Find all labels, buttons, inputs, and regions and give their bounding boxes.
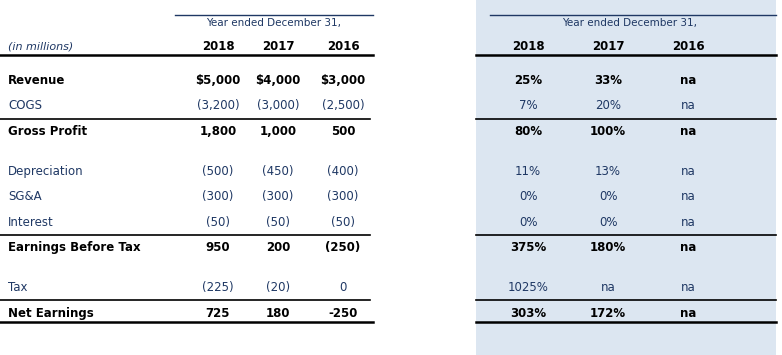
Text: 1,000: 1,000 xyxy=(260,125,296,138)
Text: 725: 725 xyxy=(206,307,230,320)
Text: 200: 200 xyxy=(266,241,290,254)
Text: na: na xyxy=(680,241,696,254)
Text: na: na xyxy=(680,74,696,87)
Text: na: na xyxy=(680,125,696,138)
Text: 33%: 33% xyxy=(594,74,622,87)
Text: (300): (300) xyxy=(262,190,294,203)
Text: Revenue: Revenue xyxy=(8,74,66,87)
Text: (500): (500) xyxy=(203,165,234,178)
Text: (50): (50) xyxy=(266,216,290,229)
Text: 950: 950 xyxy=(206,241,231,254)
Text: na: na xyxy=(680,307,696,320)
Text: Gross Profit: Gross Profit xyxy=(8,125,87,138)
Text: SG&A: SG&A xyxy=(8,190,41,203)
Text: $5,000: $5,000 xyxy=(196,74,241,87)
Bar xyxy=(476,0,776,355)
Text: 303%: 303% xyxy=(510,307,546,320)
Text: COGS: COGS xyxy=(8,99,42,112)
Text: 13%: 13% xyxy=(595,165,621,178)
Text: 0%: 0% xyxy=(518,190,537,203)
Text: 2018: 2018 xyxy=(202,40,235,53)
Text: 180: 180 xyxy=(266,307,290,320)
Text: Earnings Before Tax: Earnings Before Tax xyxy=(8,241,141,254)
Text: 1025%: 1025% xyxy=(508,281,548,294)
Text: 0: 0 xyxy=(339,281,346,294)
Text: (250): (250) xyxy=(325,241,361,254)
Text: 80%: 80% xyxy=(514,125,542,138)
Text: (in millions): (in millions) xyxy=(8,41,74,51)
Text: (400): (400) xyxy=(327,165,359,178)
Text: (50): (50) xyxy=(331,216,355,229)
Text: 375%: 375% xyxy=(510,241,546,254)
Text: 2017: 2017 xyxy=(262,40,294,53)
Text: 20%: 20% xyxy=(595,99,621,112)
Text: Tax: Tax xyxy=(8,281,27,294)
Text: (2,500): (2,500) xyxy=(321,99,364,112)
Text: na: na xyxy=(601,281,615,294)
Text: 11%: 11% xyxy=(515,165,541,178)
Text: Interest: Interest xyxy=(8,216,54,229)
Text: (300): (300) xyxy=(328,190,359,203)
Text: na: na xyxy=(680,165,695,178)
Text: 0%: 0% xyxy=(599,190,617,203)
Text: -250: -250 xyxy=(328,307,357,320)
Text: 7%: 7% xyxy=(518,99,537,112)
Text: 100%: 100% xyxy=(590,125,626,138)
Text: 172%: 172% xyxy=(590,307,626,320)
Text: 0%: 0% xyxy=(518,216,537,229)
Text: 2016: 2016 xyxy=(672,40,705,53)
Text: (20): (20) xyxy=(266,281,290,294)
Text: $3,000: $3,000 xyxy=(321,74,366,87)
Text: Year ended December 31,: Year ended December 31, xyxy=(562,18,698,28)
Text: na: na xyxy=(680,99,695,112)
Text: Net Earnings: Net Earnings xyxy=(8,307,94,320)
Text: na: na xyxy=(680,281,695,294)
Text: $4,000: $4,000 xyxy=(255,74,301,87)
Text: 25%: 25% xyxy=(514,74,542,87)
Text: (300): (300) xyxy=(203,190,234,203)
Text: 2016: 2016 xyxy=(327,40,359,53)
Text: (225): (225) xyxy=(203,281,234,294)
Text: 2018: 2018 xyxy=(511,40,544,53)
Text: 180%: 180% xyxy=(590,241,626,254)
Text: (3,200): (3,200) xyxy=(197,99,239,112)
Text: (3,000): (3,000) xyxy=(256,99,300,112)
Text: na: na xyxy=(680,216,695,229)
Text: 0%: 0% xyxy=(599,216,617,229)
Text: na: na xyxy=(680,190,695,203)
Text: (450): (450) xyxy=(262,165,294,178)
Text: 500: 500 xyxy=(331,125,355,138)
Text: 2017: 2017 xyxy=(592,40,624,53)
Text: (50): (50) xyxy=(206,216,230,229)
Text: Depreciation: Depreciation xyxy=(8,165,84,178)
Text: 1,800: 1,800 xyxy=(199,125,237,138)
Text: Year ended December 31,: Year ended December 31, xyxy=(206,18,342,28)
